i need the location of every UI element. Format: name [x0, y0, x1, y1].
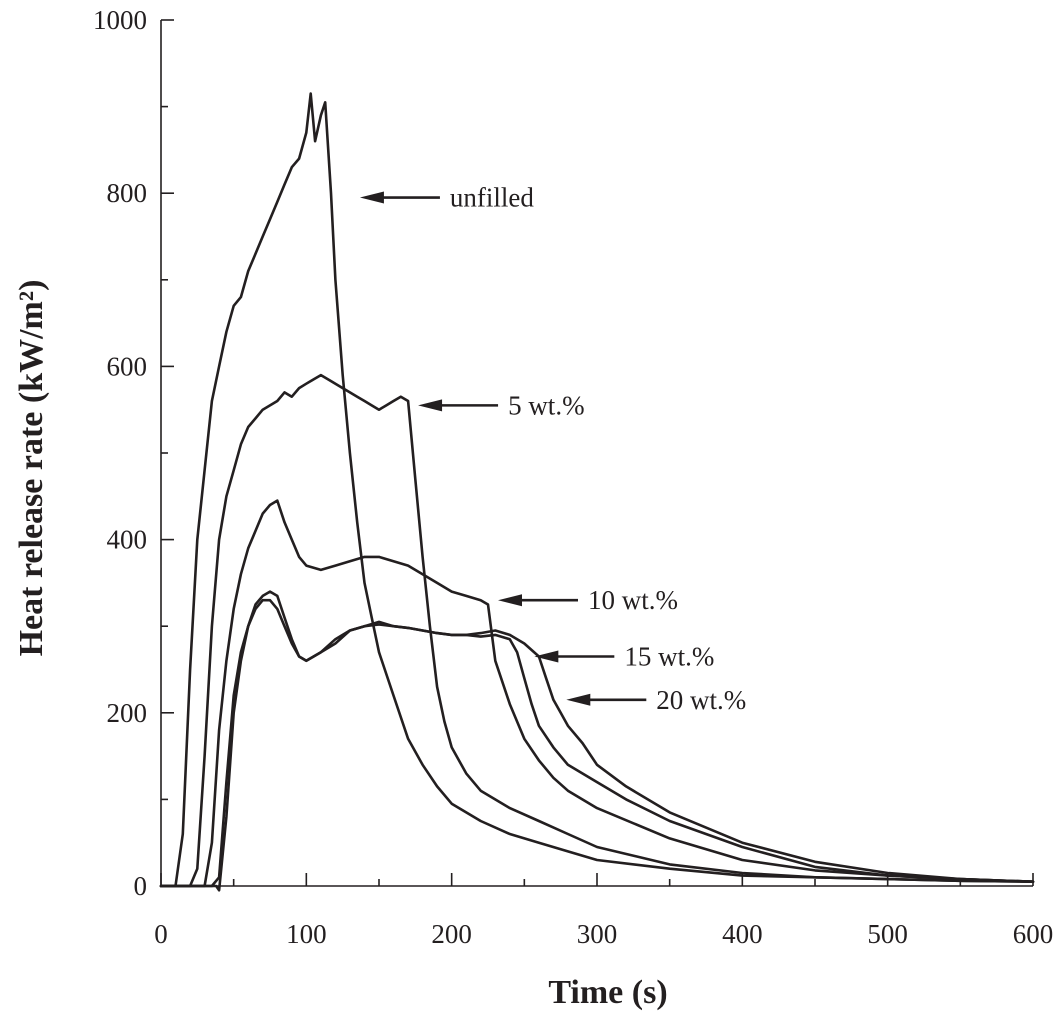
annotation-label: 20 wt.% — [656, 685, 746, 715]
series-line-15-wt — [159, 598, 1035, 888]
annotation-label: unfilled — [450, 183, 534, 213]
annotation-arrow-head — [418, 399, 443, 412]
x-tick-label: 0 — [154, 919, 168, 949]
annotation-label: 5 wt.% — [508, 390, 584, 420]
axes — [160, 20, 1033, 887]
x-tick-label: 100 — [286, 919, 327, 949]
annotation-arrow-head — [534, 650, 559, 663]
series-line-20-wt — [159, 590, 1035, 892]
annotation-20-wt: 20 wt.% — [566, 685, 746, 715]
series-group — [159, 92, 1035, 892]
annotation-10-wt: 10 wt.% — [498, 585, 678, 615]
y-tick-label: 1000 — [93, 5, 147, 35]
annotation-label: 15 wt.% — [624, 642, 714, 672]
x-tick-label: 200 — [431, 919, 472, 949]
annotation-15-wt: 15 wt.% — [534, 642, 714, 672]
y-axis-title: Heat release rate (kW/m²) — [13, 280, 50, 657]
annotation-arrow-head — [566, 693, 591, 706]
x-tick-label: 600 — [1013, 919, 1054, 949]
x-tick-label: 400 — [722, 919, 763, 949]
series-line-5-wt — [159, 373, 1035, 888]
annotation-unfilled: unfilled — [359, 183, 534, 213]
y-tick-label: 600 — [107, 351, 148, 381]
y-tick-label: 800 — [107, 178, 148, 208]
annotation-5-wt: 5 wt.% — [418, 390, 585, 420]
x-axis-title: Time (s) — [548, 974, 667, 1011]
y-tick-label: 0 — [134, 871, 148, 901]
series-line-unfilled — [159, 92, 1035, 888]
ticks: 0 100 200 300 400 500 600 0 200 400 600 800 1000 — [93, 5, 1053, 949]
annotation-label: 10 wt.% — [588, 585, 678, 615]
annotations: unfilled 5 wt.% 10 wt.% 15 wt.% 20 wt.% — [359, 183, 746, 715]
y-tick-label: 400 — [107, 525, 148, 555]
annotation-arrow-head — [498, 594, 522, 607]
x-tick-label: 500 — [867, 919, 908, 949]
annotation-arrow-head — [359, 191, 384, 204]
y-tick-label: 200 — [107, 698, 148, 728]
series-line-10-wt — [159, 499, 1035, 888]
x-tick-label: 300 — [577, 919, 618, 949]
